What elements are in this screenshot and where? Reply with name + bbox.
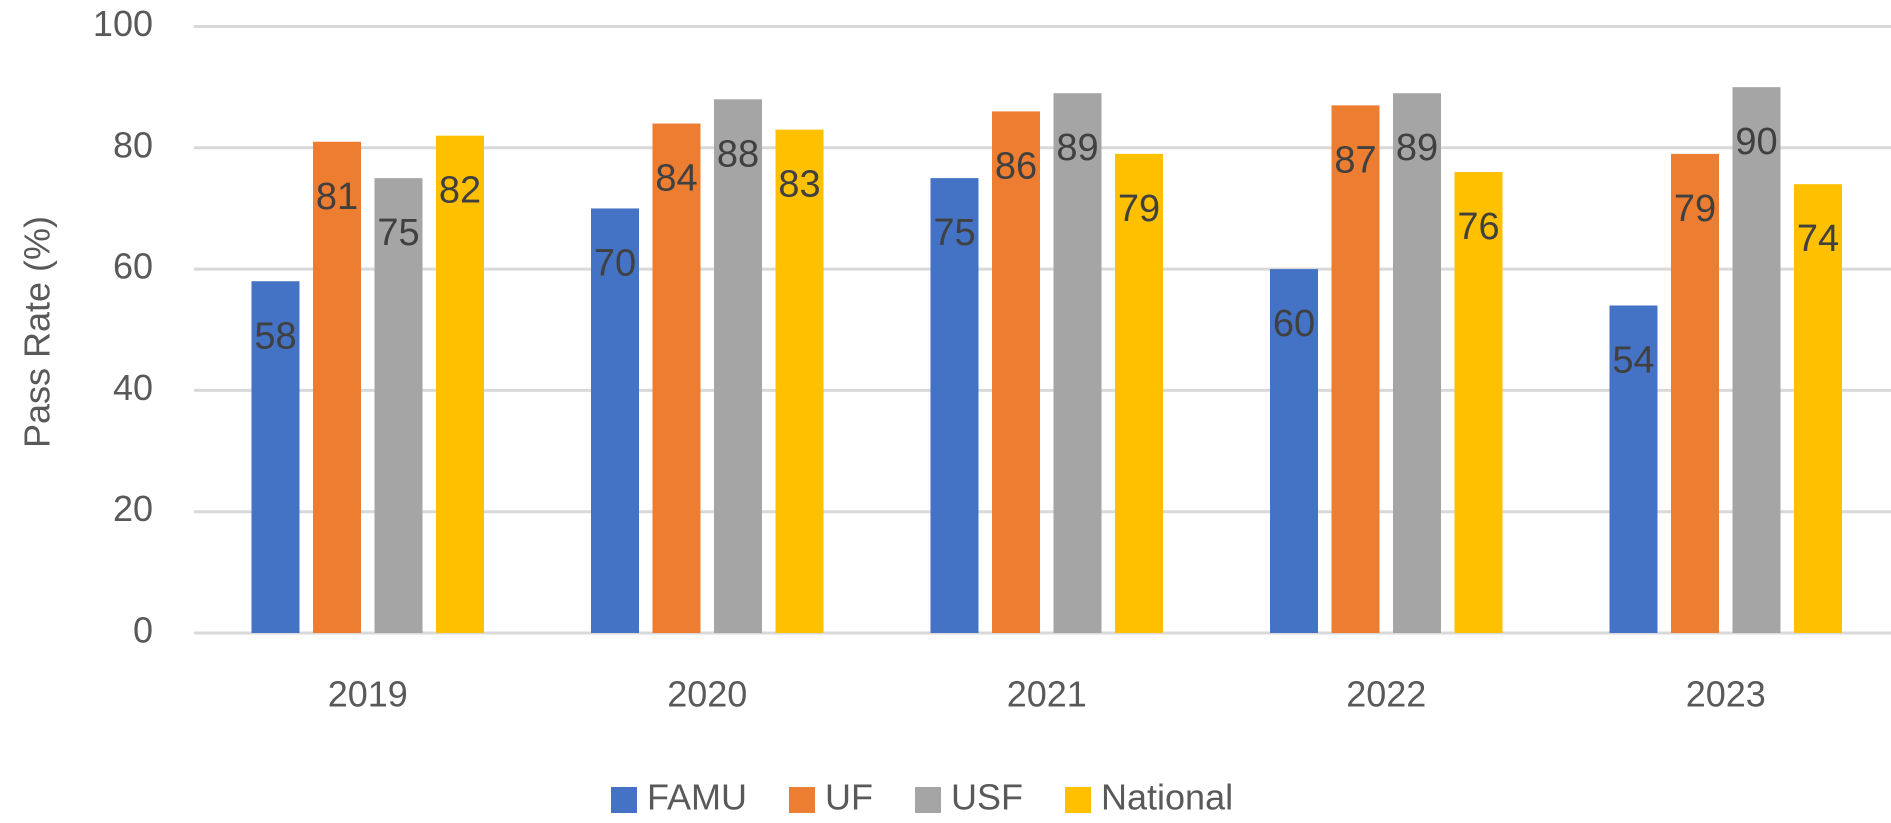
- data-label: 84: [655, 158, 697, 200]
- bar: [374, 178, 423, 633]
- data-label: 76: [1457, 206, 1499, 248]
- bar: [436, 135, 484, 634]
- bar: [591, 208, 639, 633]
- bar: [775, 129, 824, 634]
- legend-swatch: [789, 787, 816, 813]
- data-label: 60: [1273, 303, 1315, 345]
- bar: [251, 281, 300, 633]
- x-tick-label: 2020: [667, 674, 747, 715]
- x-tick-label: 2023: [1686, 674, 1766, 715]
- data-label: 70: [594, 242, 636, 284]
- data-label: 79: [1674, 188, 1716, 230]
- data-label: 88: [717, 133, 759, 175]
- data-label: 86: [995, 145, 1037, 187]
- data-label: 81: [316, 176, 358, 218]
- y-tick-label: 60: [113, 246, 153, 287]
- legend-label: FAMU: [647, 777, 747, 818]
- data-label: 83: [778, 164, 820, 206]
- data-label: 90: [1735, 121, 1777, 163]
- y-tick-label: 0: [133, 610, 153, 651]
- legend-swatch: [1065, 787, 1092, 813]
- bar: [1115, 153, 1163, 634]
- bar: [1732, 87, 1781, 633]
- bar: [1671, 153, 1719, 634]
- y-tick-label: 100: [93, 3, 153, 44]
- legend-label: UF: [825, 777, 873, 818]
- data-label: 89: [1396, 127, 1438, 169]
- bar: [313, 141, 361, 634]
- data-label: 75: [933, 212, 975, 254]
- bar: [992, 111, 1040, 633]
- x-tick-label: 2021: [1007, 674, 1087, 715]
- bar: [1393, 93, 1441, 634]
- y-axis-title: Pass Rate (%): [17, 216, 58, 448]
- bar: [1794, 184, 1842, 633]
- data-label: 87: [1334, 139, 1376, 181]
- legend-label: National: [1101, 777, 1233, 818]
- bar: [1053, 93, 1102, 634]
- legend-swatch: [611, 787, 637, 813]
- x-tick-label: 2019: [328, 674, 408, 715]
- legend-swatch: [915, 787, 942, 813]
- data-label: 58: [254, 315, 296, 357]
- bar: [1270, 269, 1318, 633]
- data-label: 74: [1797, 218, 1839, 260]
- bar: [714, 99, 762, 633]
- data-label: 54: [1612, 340, 1654, 382]
- bar: [1454, 172, 1503, 633]
- legend-label: USF: [951, 777, 1023, 818]
- data-label: 75: [377, 212, 419, 254]
- data-label: 82: [439, 170, 481, 212]
- data-label: 79: [1118, 188, 1160, 230]
- y-tick-label: 20: [113, 488, 153, 529]
- bar: [1331, 105, 1380, 634]
- bar: [930, 178, 979, 633]
- x-tick-label: 2022: [1346, 674, 1426, 715]
- y-tick-label: 40: [113, 367, 153, 408]
- data-label: 89: [1056, 127, 1098, 169]
- bar: [652, 123, 701, 633]
- bar: [1609, 305, 1658, 633]
- y-tick-label: 80: [113, 124, 153, 165]
